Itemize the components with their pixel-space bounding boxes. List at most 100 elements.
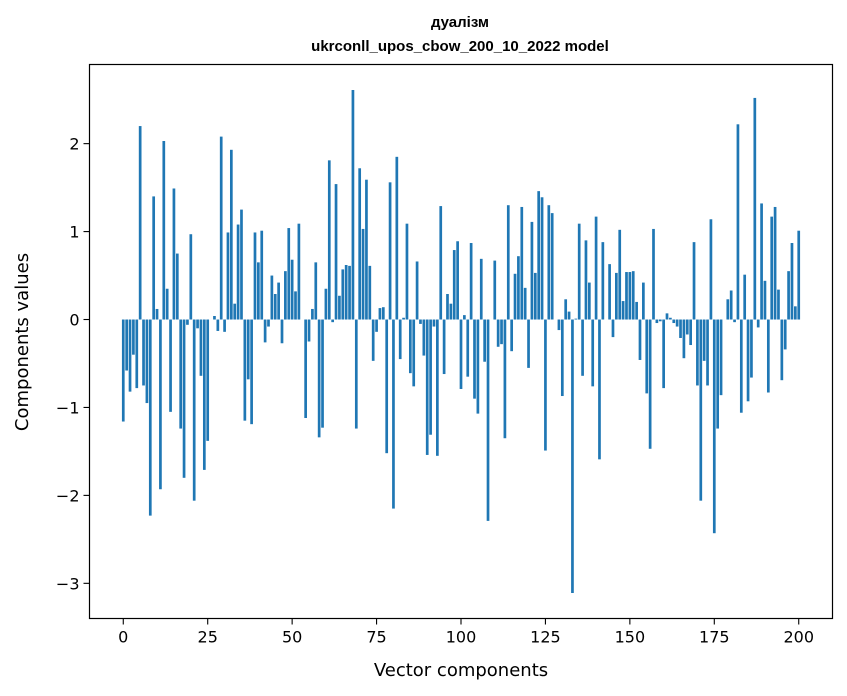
bar — [182, 319, 186, 478]
x-tick-label: 75 — [366, 628, 386, 647]
bar — [473, 319, 476, 399]
bar — [412, 319, 416, 387]
bar — [669, 317, 672, 320]
bar — [378, 308, 382, 320]
bar — [777, 289, 780, 320]
bar — [142, 319, 145, 386]
bar — [621, 301, 625, 320]
bar — [375, 319, 378, 332]
bar — [581, 319, 584, 376]
bar — [442, 319, 446, 375]
bar — [327, 160, 331, 320]
bar — [712, 319, 716, 534]
bar — [510, 319, 514, 352]
bar — [547, 205, 551, 320]
bar — [132, 319, 135, 355]
bar — [500, 319, 503, 345]
bar — [652, 228, 655, 320]
bar — [520, 206, 524, 320]
bar — [760, 203, 763, 320]
bar — [496, 319, 500, 347]
bar — [503, 319, 507, 439]
bar — [797, 230, 801, 320]
bar — [611, 319, 615, 338]
bar — [385, 319, 389, 454]
bar — [202, 319, 206, 470]
bar — [243, 319, 247, 421]
bar — [773, 206, 777, 320]
bar — [564, 299, 568, 320]
bar — [314, 262, 318, 320]
bar — [351, 90, 355, 320]
bar — [463, 315, 466, 320]
bar — [567, 311, 571, 320]
plot-frame — [88, 63, 834, 620]
bar — [544, 319, 547, 451]
bar — [213, 316, 216, 320]
bar — [169, 319, 172, 412]
bar — [405, 223, 409, 320]
bar — [381, 307, 385, 320]
x-axis-label: Vector components — [374, 660, 548, 681]
bar — [594, 216, 598, 320]
bar — [783, 319, 787, 350]
bar — [267, 319, 270, 327]
bar — [371, 319, 375, 361]
bar — [692, 242, 696, 320]
bar — [152, 196, 156, 320]
bar — [770, 216, 774, 320]
bar — [250, 319, 253, 425]
bar — [648, 319, 652, 449]
x-axis-ticks: 0 25 50 75 100 125 150 175 200 — [118, 618, 814, 647]
bar — [452, 250, 456, 320]
bar — [395, 156, 399, 320]
bar — [263, 319, 267, 343]
bar — [459, 319, 463, 389]
bar — [635, 301, 638, 320]
bar — [155, 308, 159, 320]
bar — [587, 282, 591, 320]
bar — [456, 241, 459, 320]
bar — [696, 319, 699, 386]
bar — [665, 313, 669, 320]
bar — [625, 272, 628, 320]
bar — [729, 290, 733, 320]
bar — [219, 136, 223, 320]
bar — [537, 191, 541, 320]
bar — [402, 317, 405, 320]
bar — [615, 272, 618, 320]
bar — [655, 319, 659, 324]
bar — [733, 319, 736, 323]
bar — [682, 319, 686, 359]
x-tick-label: 125 — [530, 628, 561, 647]
bar — [331, 319, 335, 323]
bar — [361, 228, 365, 320]
bar — [746, 319, 750, 402]
bar — [287, 228, 291, 320]
bar — [192, 319, 196, 501]
bar — [446, 294, 449, 320]
bar — [540, 197, 544, 320]
bar — [486, 319, 490, 521]
bar — [277, 282, 280, 320]
bar — [706, 319, 709, 386]
bar — [642, 282, 645, 320]
bar — [226, 232, 230, 320]
bar — [206, 319, 210, 441]
bar — [368, 265, 372, 320]
bar — [608, 264, 611, 320]
bar — [253, 232, 257, 320]
bar — [317, 319, 321, 438]
bar — [679, 319, 682, 338]
bar — [584, 240, 588, 320]
bar — [341, 269, 345, 320]
bar — [138, 126, 142, 320]
bar — [739, 319, 743, 413]
bar — [196, 319, 199, 329]
bar — [560, 319, 564, 397]
bar — [186, 319, 189, 325]
bar — [469, 243, 473, 320]
x-tick-label: 50 — [282, 628, 302, 647]
bar — [307, 319, 311, 342]
bar — [726, 299, 730, 320]
